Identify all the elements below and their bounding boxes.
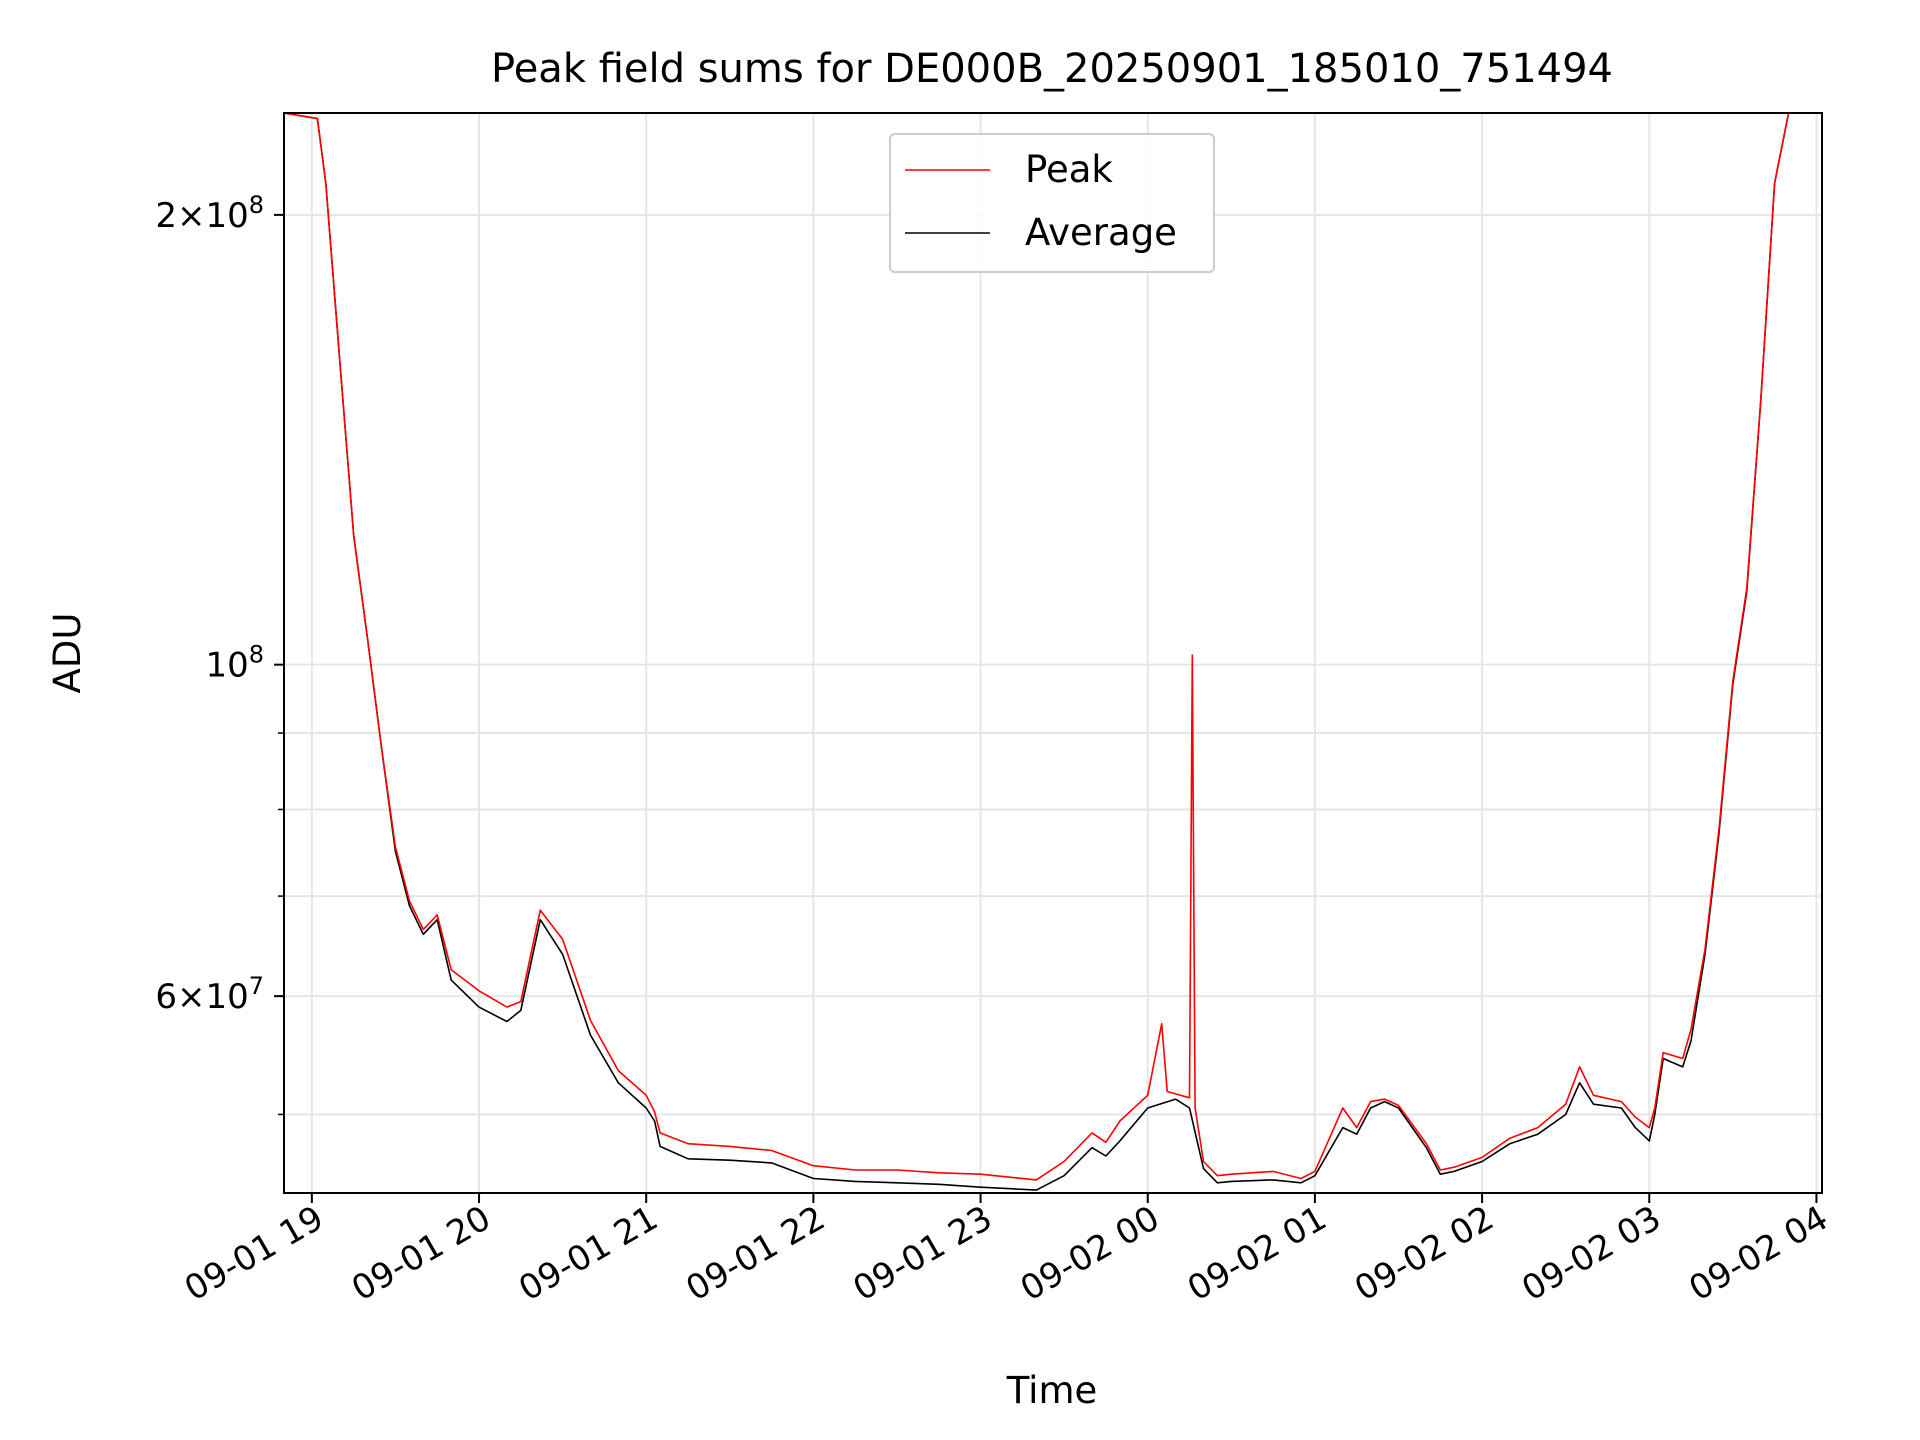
y-axis-label: ADU	[46, 613, 89, 694]
plot-area	[283, 112, 1790, 1191]
legend-label: Average	[1025, 211, 1177, 254]
x-axis-label: Time	[1006, 1369, 1098, 1412]
chart-title: Peak field sums for DE000B_20250901_1850…	[491, 46, 1613, 92]
y-tick-label: 2×108	[155, 191, 264, 236]
legend: Peak Average	[889, 133, 1215, 273]
legend-label: Peak	[1025, 148, 1113, 191]
series-line-average	[283, 112, 1790, 1191]
y-tick-label: 6×107	[155, 972, 264, 1017]
legend-box	[889, 133, 1215, 273]
plot-frame	[283, 112, 1823, 1194]
series-line-peak	[283, 112, 1790, 1181]
